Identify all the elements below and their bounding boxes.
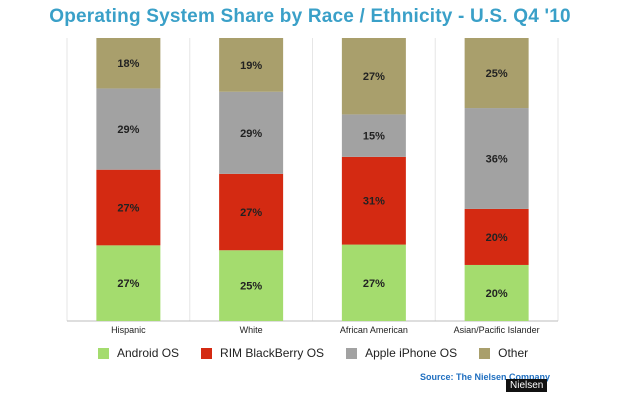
data-label: 27% <box>117 203 139 215</box>
data-label: 27% <box>240 207 262 219</box>
legend-swatch-iphone <box>346 347 358 359</box>
bar-segment <box>464 108 529 209</box>
nielsen-watermark: Nielsen <box>506 379 548 392</box>
bar-segment <box>464 264 529 321</box>
bar-segment <box>96 38 161 89</box>
bar-segment <box>341 38 406 115</box>
data-label: 20% <box>486 232 508 244</box>
data-label: 25% <box>240 281 262 293</box>
data-label: 15% <box>363 131 385 143</box>
legend-swatch-other <box>479 347 491 359</box>
bar-segment <box>96 169 161 246</box>
bar-segment <box>219 173 284 251</box>
legend-item-blackberry: RIM BlackBerry OS <box>201 346 324 360</box>
bar-segment <box>96 88 161 170</box>
bar-segment <box>464 208 529 265</box>
bar-segment <box>219 250 284 321</box>
data-label: 29% <box>240 128 262 140</box>
legend-label-android: Android OS <box>117 346 180 360</box>
legend-swatch-blackberry <box>201 347 213 359</box>
legend-item-other: Other <box>479 346 528 360</box>
bar-segment <box>464 38 529 109</box>
data-label: 29% <box>117 124 139 136</box>
category-label: Asian/Pacific Islander <box>454 325 540 335</box>
bar-segment <box>341 244 406 321</box>
legend-item-android: Android OS <box>98 346 179 360</box>
data-label: 27% <box>363 278 385 290</box>
bars-layer: 27% 27% 29% 18% 25% 27% 29% 19% 27% 31% 15% 27% 20% 2… <box>96 38 529 321</box>
legend-label-other: Other <box>498 346 529 360</box>
category-label: White <box>240 325 263 335</box>
data-label: 27% <box>363 71 385 83</box>
data-label: 31% <box>363 196 385 208</box>
data-label: 25% <box>486 68 508 80</box>
bar-segment <box>341 114 406 157</box>
data-label: 20% <box>486 288 508 300</box>
legend: Android OS RIM BlackBerry OS Apple iPhon… <box>98 346 528 360</box>
legend-label-blackberry: RIM BlackBerry OS <box>220 346 325 360</box>
category-label: African American <box>340 325 408 335</box>
bar-segment <box>341 156 406 245</box>
data-label: 19% <box>240 60 262 72</box>
category-labels: Hispanic White African American Asian/Pacif… <box>111 325 540 335</box>
category-label: Hispanic <box>111 325 146 335</box>
source-note: Source: The Nielsen Company <box>420 372 551 382</box>
bar-segment <box>219 91 284 174</box>
data-label: 36% <box>486 153 508 165</box>
bar-segment <box>219 38 284 92</box>
legend-item-iphone: Apple iPhone OS <box>346 346 457 360</box>
data-label: 18% <box>117 58 139 70</box>
data-label: 27% <box>117 278 139 290</box>
legend-label-iphone: Apple iPhone OS <box>365 346 458 360</box>
legend-swatch-android <box>98 347 109 359</box>
bar-segment <box>96 245 161 321</box>
chart-title: Operating System Share by Race / Ethnici… <box>49 6 571 27</box>
grid-layer <box>66 38 559 321</box>
